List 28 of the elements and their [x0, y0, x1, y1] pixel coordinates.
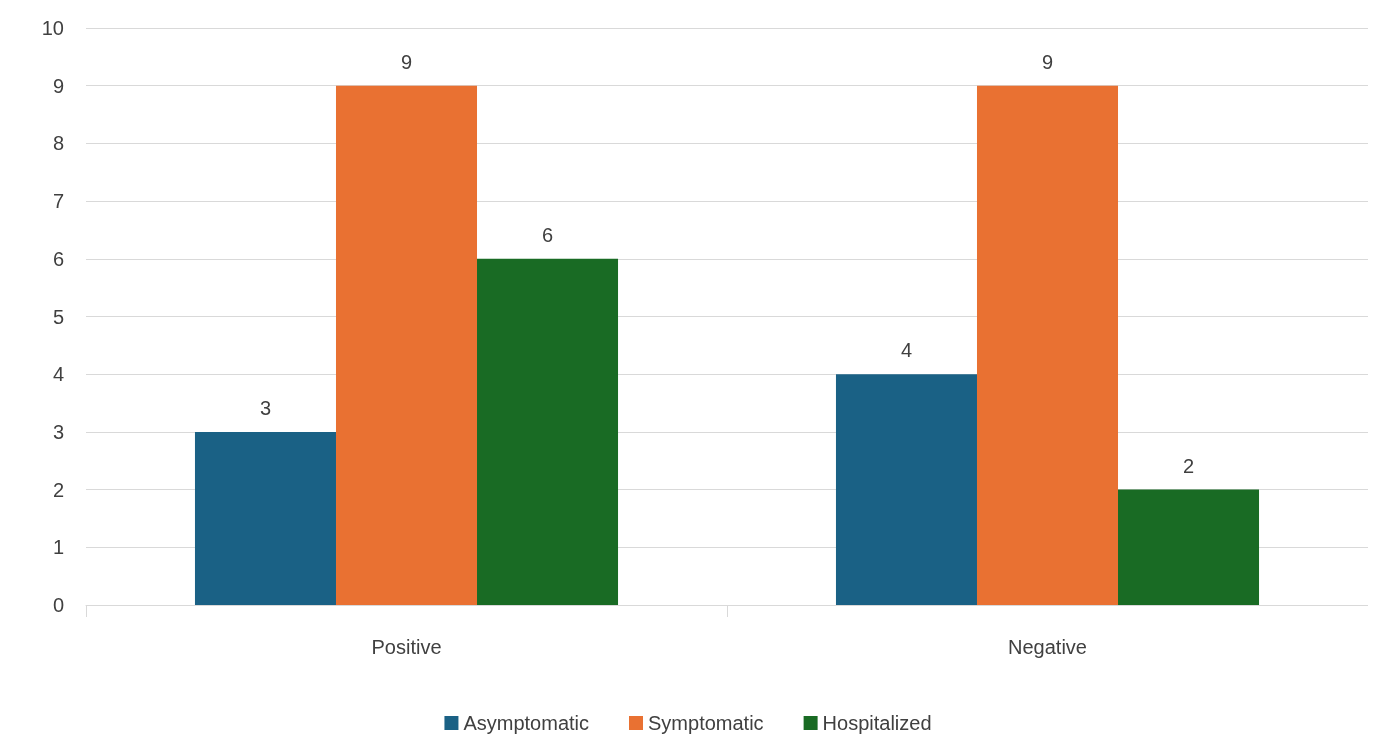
- y-tick-label: 5: [52, 305, 64, 328]
- data-label: 9: [1041, 50, 1054, 73]
- bar: [835, 374, 977, 605]
- y-tick-label: 7: [52, 190, 64, 213]
- x-tick-label: Positive: [371, 636, 442, 658]
- bar: [335, 85, 478, 605]
- data-label: 3: [259, 396, 272, 419]
- y-tick-label: 10: [41, 17, 64, 39]
- x-tick-label: Negative: [1008, 636, 1087, 658]
- y-tick-label: 0: [52, 594, 64, 616]
- y-tick-label: 4: [52, 363, 64, 386]
- y-tick-label: 3: [52, 420, 64, 443]
- y-tick-label: 6: [52, 247, 64, 270]
- y-tick-label: 8: [52, 132, 64, 155]
- bar: [1118, 489, 1260, 605]
- y-tick-label: 1: [52, 536, 64, 559]
- legend-label: Symptomatic: [648, 712, 764, 734]
- data-label: 9: [400, 50, 413, 73]
- legend-label: Hospitalized: [822, 712, 932, 734]
- bar: [194, 431, 336, 605]
- y-tick-label: 2: [52, 478, 64, 501]
- data-label: 2: [1182, 454, 1195, 477]
- bar: [976, 85, 1119, 605]
- y-tick-label: 9: [52, 74, 64, 97]
- legend-label: Asymptomatic: [463, 712, 590, 734]
- data-label: 6: [541, 223, 554, 246]
- data-label: 4: [900, 339, 913, 362]
- bar: [477, 258, 619, 605]
